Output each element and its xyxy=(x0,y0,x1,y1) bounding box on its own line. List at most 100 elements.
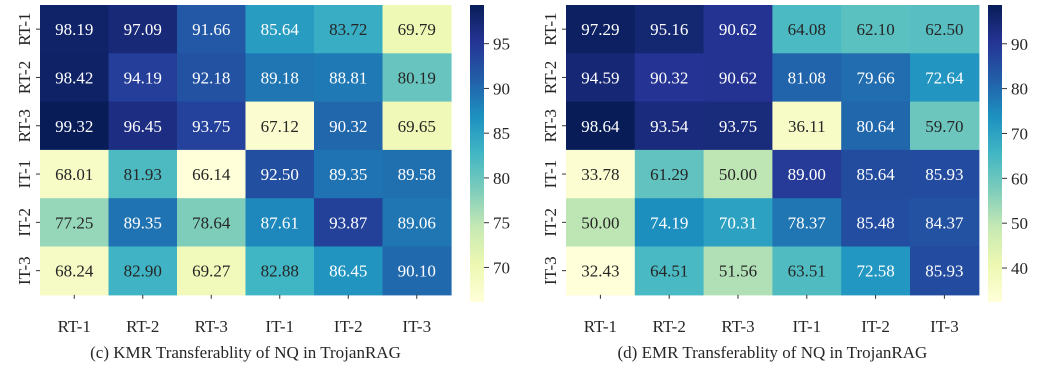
x-tick-label: RT-2 xyxy=(653,317,686,336)
cell-value-label: 50.00 xyxy=(581,213,619,232)
y-tick-label: IT-2 xyxy=(15,208,34,237)
x-tick-label: IT-3 xyxy=(930,317,959,336)
cell-value-label: 85.93 xyxy=(925,165,963,184)
x-tick-label: RT-2 xyxy=(126,317,159,336)
cell-value-label: 84.37 xyxy=(925,213,964,232)
heatmap-cell xyxy=(314,53,384,103)
heatmap-cell xyxy=(634,246,705,296)
cell-value-label: 66.14 xyxy=(192,165,231,184)
colorbar xyxy=(988,5,1002,302)
colorbar-tick-label: 85 xyxy=(493,124,510,143)
heatmap-cell xyxy=(703,101,773,151)
cell-value-label: 78.37 xyxy=(788,213,827,232)
cell-value-label: 83.72 xyxy=(329,20,367,39)
cell-value-label: 85.64 xyxy=(856,165,895,184)
cell-value-label: 85.93 xyxy=(925,262,963,281)
cell-value-label: 93.75 xyxy=(719,117,757,136)
y-tick-label: RT-3 xyxy=(15,109,34,142)
y-tick-label: IT-1 xyxy=(15,160,34,189)
heatmap-cell xyxy=(841,198,911,248)
heatmap-cell xyxy=(40,101,110,151)
heatmap-cell xyxy=(40,53,110,103)
heatmap-cell xyxy=(245,101,315,151)
cell-value-label: 87.61 xyxy=(261,213,299,232)
heatmap-cell xyxy=(382,53,452,103)
heatmap-cell xyxy=(108,149,178,199)
cell-value-label: 67.12 xyxy=(261,117,299,136)
cell-value-label: 69.65 xyxy=(398,117,436,136)
heatmap-cell xyxy=(841,149,911,199)
cell-value-label: 80.19 xyxy=(398,68,436,87)
heatmap-cell xyxy=(314,5,384,54)
heatmap-cell xyxy=(703,198,773,248)
x-tick-label: IT-1 xyxy=(265,317,294,336)
cell-value-label: 86.45 xyxy=(329,262,367,281)
heatmap-cell xyxy=(841,101,911,151)
heatmap-cell xyxy=(566,149,636,199)
heatmap-cell xyxy=(634,149,705,199)
cell-value-label: 93.75 xyxy=(192,117,230,136)
cell-value-label: 90.62 xyxy=(719,20,757,39)
y-tick-label: IT-3 xyxy=(541,256,560,285)
heatmap-cell xyxy=(245,53,315,103)
heatmap-cell xyxy=(245,198,315,248)
cell-value-label: 89.35 xyxy=(329,165,367,184)
heatmap-cell xyxy=(382,5,452,54)
heatmap-cell xyxy=(910,101,980,151)
x-tick-label: IT-2 xyxy=(334,317,363,336)
heatmap-cell xyxy=(772,53,842,103)
cell-value-label: 85.48 xyxy=(856,213,894,232)
cell-value-label: 90.62 xyxy=(719,68,757,87)
cell-value-label: 63.51 xyxy=(788,262,826,281)
cell-value-label: 70.31 xyxy=(719,213,757,232)
heatmap-cell xyxy=(634,5,705,54)
heatmap-cell xyxy=(314,149,384,199)
heatmap-cell xyxy=(177,246,247,296)
x-tick-label: IT-2 xyxy=(861,317,890,336)
colorbar-tick-label: 40 xyxy=(1011,259,1028,278)
cell-value-label: 33.78 xyxy=(581,165,619,184)
heatmap-cell xyxy=(314,246,384,296)
heatmap-cell xyxy=(245,149,315,199)
heatmap-cell xyxy=(177,198,247,248)
colorbar-tick-label: 50 xyxy=(1011,214,1028,233)
y-tick-label: IT-1 xyxy=(541,160,560,189)
cell-value-label: 88.81 xyxy=(329,68,367,87)
heatmap-cell xyxy=(841,5,911,54)
heatmap-cell xyxy=(40,149,110,199)
heatmap-cell xyxy=(772,198,842,248)
colorbar-tick-label: 90 xyxy=(493,79,510,98)
heatmap-cell xyxy=(634,101,705,151)
cell-value-label: 94.59 xyxy=(581,68,619,87)
cell-value-label: 36.11 xyxy=(788,117,826,136)
cell-value-label: 90.32 xyxy=(329,117,367,136)
heatmap-cell xyxy=(40,246,110,296)
cell-value-label: 94.19 xyxy=(124,68,162,87)
cell-value-label: 99.32 xyxy=(55,117,93,136)
heatmap-cell xyxy=(40,5,110,54)
heatmap-cell xyxy=(634,198,705,248)
heatmap-cell xyxy=(245,246,315,296)
heatmap-cell xyxy=(703,5,773,54)
heatmap-panel-d: 97.29 95.16 90.62 64.08 62.10 62.50 94.59 90.32… xyxy=(541,5,1028,362)
heatmap-cell xyxy=(772,246,842,296)
heatmap-cell xyxy=(382,198,452,248)
heatmap-panel-c: 98.19 97.09 91.66 85.64 83.72 69.79 98.42 94.19… xyxy=(15,5,510,362)
cell-value-label: 59.70 xyxy=(925,117,963,136)
heatmap-cell xyxy=(634,53,705,103)
cell-value-label: 90.10 xyxy=(398,262,436,281)
heatmap-cell xyxy=(108,53,178,103)
cell-value-label: 97.29 xyxy=(581,20,619,39)
cell-value-label: 81.93 xyxy=(124,165,162,184)
cell-value-label: 32.43 xyxy=(581,262,619,281)
heatmap-cell xyxy=(772,149,842,199)
cell-value-label: 62.50 xyxy=(925,20,963,39)
colorbar-tick-label: 90 xyxy=(1011,35,1028,54)
colorbar-tick-label: 80 xyxy=(1011,80,1028,99)
x-tick-label: RT-1 xyxy=(58,317,91,336)
cell-value-label: 98.42 xyxy=(55,68,93,87)
cell-value-label: 80.64 xyxy=(856,117,895,136)
colorbar-tick-label: 75 xyxy=(493,214,510,233)
